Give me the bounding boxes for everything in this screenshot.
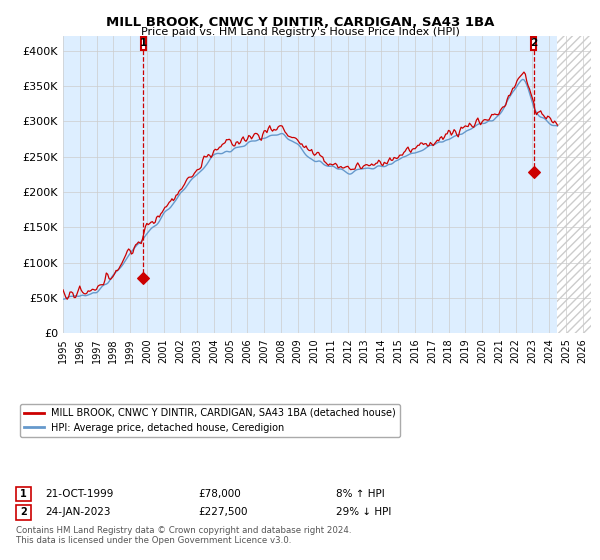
Text: 29% ↓ HPI: 29% ↓ HPI (336, 507, 391, 517)
Bar (557, 36, 591, 333)
Text: This data is licensed under the Open Government Licence v3.0.: This data is licensed under the Open Gov… (16, 536, 292, 545)
Bar (531, 37, 536, 50)
Text: 24-JAN-2023: 24-JAN-2023 (45, 507, 110, 517)
Text: 8% ↑ HPI: 8% ↑ HPI (336, 489, 385, 499)
Text: 2: 2 (530, 39, 537, 49)
Text: 1: 1 (20, 489, 27, 499)
Text: 1: 1 (140, 39, 147, 49)
Text: Contains HM Land Registry data © Crown copyright and database right 2024.: Contains HM Land Registry data © Crown c… (16, 526, 352, 535)
Bar (141, 37, 146, 50)
Text: 21-OCT-1999: 21-OCT-1999 (45, 489, 113, 499)
Text: £227,500: £227,500 (198, 507, 248, 517)
Text: 2: 2 (20, 507, 27, 517)
Bar (16, 487, 31, 501)
Text: MILL BROOK, CNWC Y DINTIR, CARDIGAN, SA43 1BA: MILL BROOK, CNWC Y DINTIR, CARDIGAN, SA4… (106, 16, 494, 29)
Text: £78,000: £78,000 (198, 489, 241, 499)
Point (529, 168, 538, 177)
Text: Price paid vs. HM Land Registry's House Price Index (HPI): Price paid vs. HM Land Registry's House … (140, 27, 460, 37)
Legend: MILL BROOK, CNWC Y DINTIR, CARDIGAN, SA43 1BA (detached house), HPI: Average pri: MILL BROOK, CNWC Y DINTIR, CARDIGAN, SA4… (20, 404, 400, 437)
Bar (16, 505, 31, 520)
Point (139, 274, 148, 283)
